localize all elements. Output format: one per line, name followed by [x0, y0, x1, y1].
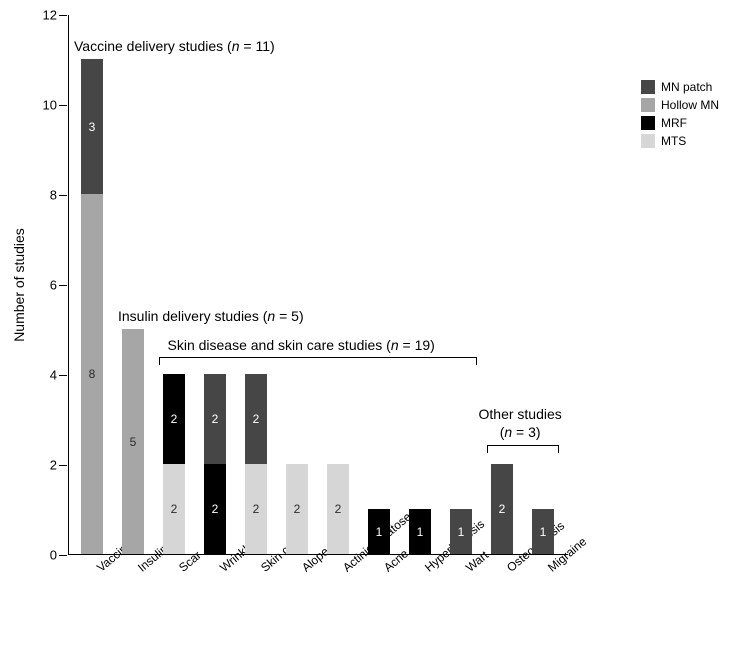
bar-segment: 2 [327, 464, 349, 554]
legend-swatch [641, 98, 655, 112]
y-tick-label: 0 [50, 548, 57, 563]
bar-value-label: 2 [212, 412, 219, 426]
legend: MN patch Hollow MN MRF MTS [641, 80, 719, 152]
bar-segment: 1 [532, 509, 554, 554]
y-tick-label: 12 [43, 8, 57, 23]
bar-segment: 8 [81, 194, 103, 554]
chart-annotation: Vaccine delivery studies (n = 11) [74, 38, 275, 54]
plot-area: Number of studies 02468101283Vaccine5Ins… [68, 15, 568, 555]
annotation-bracket [487, 445, 558, 446]
annotation-bracket [159, 357, 476, 358]
y-tick [59, 285, 67, 286]
bar-segment: 2 [204, 464, 226, 554]
annotation-bracket-end [487, 445, 488, 453]
legend-item: MRF [641, 116, 719, 130]
legend-label: Hollow MN [661, 98, 719, 112]
bar-segment: 2 [163, 374, 185, 464]
y-tick-label: 6 [50, 278, 57, 293]
bar-value-label: 2 [171, 502, 178, 516]
bar-value-label: 2 [171, 412, 178, 426]
y-tick [59, 375, 67, 376]
annotation-bracket-end [558, 445, 559, 453]
y-tick [59, 15, 67, 16]
legend-swatch [641, 134, 655, 148]
legend-swatch [641, 80, 655, 94]
bar-segment: 2 [491, 464, 513, 554]
bar-value-label: 5 [130, 435, 137, 449]
y-tick-label: 4 [50, 368, 57, 383]
annotation-bracket-end [159, 357, 160, 365]
y-tick-label: 10 [43, 98, 57, 113]
bar-segment: 3 [81, 59, 103, 194]
y-tick [59, 105, 67, 106]
y-tick [59, 555, 67, 556]
bar-value-label: 2 [335, 502, 342, 516]
legend-label: MTS [661, 134, 686, 148]
y-tick [59, 465, 67, 466]
bar-value-label: 2 [294, 502, 301, 516]
bar-segment: 1 [409, 509, 431, 554]
y-axis-label: Number of studies [11, 228, 27, 342]
bar-value-label: 2 [253, 412, 260, 426]
bar-value-label: 1 [376, 525, 383, 539]
chart-annotation: Insulin delivery studies (n = 5) [118, 308, 304, 324]
bar-value-label: 1 [417, 525, 424, 539]
legend-item: MN patch [641, 80, 719, 94]
y-tick-label: 2 [50, 458, 57, 473]
legend-swatch [641, 116, 655, 130]
bar-segment: 1 [450, 509, 472, 554]
y-tick-label: 8 [50, 188, 57, 203]
bar-value-label: 2 [499, 502, 506, 516]
legend-item: Hollow MN [641, 98, 719, 112]
legend-item: MTS [641, 134, 719, 148]
chart-annotation: Skin disease and skin care studies (n = … [168, 337, 435, 353]
annotation-bracket-end [476, 357, 477, 365]
bar-segment: 2 [245, 374, 267, 464]
bar-value-label: 1 [458, 525, 465, 539]
chart-container: Number of studies 02468101283Vaccine5Ins… [0, 0, 737, 647]
bar-value-label: 1 [540, 525, 547, 539]
legend-label: MRF [661, 116, 687, 130]
bar-value-label: 8 [89, 367, 96, 381]
bar-value-label: 2 [212, 502, 219, 516]
bar-segment: 1 [368, 509, 390, 554]
bar-value-label: 2 [253, 502, 260, 516]
bar-value-label: 3 [89, 120, 96, 134]
bar-segment: 2 [204, 374, 226, 464]
chart-annotation: Other studies(n = 3) [479, 405, 562, 441]
legend-label: MN patch [661, 80, 712, 94]
bar-segment: 2 [286, 464, 308, 554]
bar-segment: 2 [163, 464, 185, 554]
y-tick [59, 195, 67, 196]
bar-segment: 5 [122, 329, 144, 554]
bar-segment: 2 [245, 464, 267, 554]
